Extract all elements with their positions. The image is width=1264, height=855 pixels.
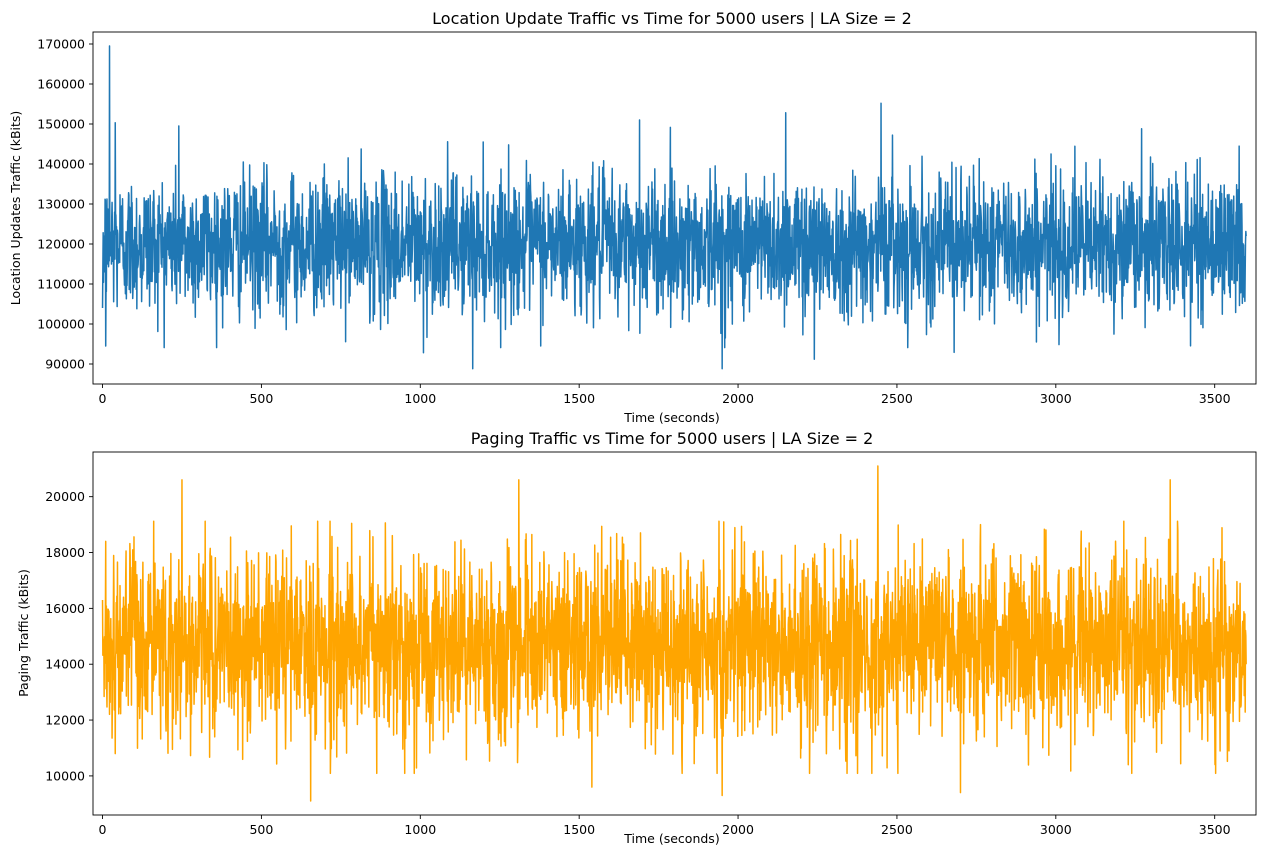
y-tick-label: 150000 <box>37 117 85 132</box>
x-tick-label: 1500 <box>563 822 595 837</box>
x-axis-label: Time (seconds) <box>623 831 719 846</box>
series-line <box>101 45 1247 370</box>
x-tick-label: 1000 <box>404 391 436 406</box>
y-tick-label: 18000 <box>45 545 85 560</box>
y-tick-label: 16000 <box>45 601 85 616</box>
x-tick-label: 3000 <box>1040 391 1072 406</box>
chart-location-updates: Location Update Traffic vs Time for 5000… <box>8 9 1257 425</box>
chart-title: Location Update Traffic vs Time for 5000… <box>432 9 912 28</box>
y-tick-label: 160000 <box>37 77 85 92</box>
x-tick-label: 3500 <box>1199 822 1231 837</box>
series-line <box>101 465 1247 802</box>
x-tick-label: 3500 <box>1199 391 1231 406</box>
axes-frame <box>92 451 1257 816</box>
y-tick-label: 100000 <box>37 317 85 332</box>
x-tick-label: 500 <box>249 391 273 406</box>
x-tick-label: 2500 <box>881 391 913 406</box>
y-axis: 10000 12000 14000 16000 18000 20000 <box>45 489 93 783</box>
x-axis-label: Time (seconds) <box>623 410 719 425</box>
x-tick-label: 2000 <box>722 822 754 837</box>
axes-frame <box>92 31 1257 385</box>
y-axis-label: Paging Traffic (kBits) <box>16 569 31 697</box>
x-tick-label: 1000 <box>404 822 436 837</box>
y-axis: 90000 100000 110000 120000 130000 140000 15000… <box>37 37 93 372</box>
chart-paging: Paging Traffic vs Time for 5000 users | … <box>16 429 1257 846</box>
y-tick-label: 14000 <box>45 657 85 672</box>
y-tick-label: 20000 <box>45 489 85 504</box>
x-tick-label: 3000 <box>1040 822 1072 837</box>
y-tick-label: 10000 <box>45 768 85 783</box>
y-axis-label: Location Updates Traffic (kBits) <box>8 111 23 306</box>
x-tick-label: 2000 <box>722 391 754 406</box>
y-tick-label: 110000 <box>37 277 85 292</box>
chart-title: Paging Traffic vs Time for 5000 users | … <box>471 429 874 448</box>
x-tick-label: 500 <box>249 822 273 837</box>
series-location-updates <box>101 45 1247 370</box>
series-paging <box>101 465 1247 802</box>
y-tick-label: 130000 <box>37 197 85 212</box>
x-tick-label: 1500 <box>563 391 595 406</box>
y-tick-label: 140000 <box>37 157 85 172</box>
y-tick-label: 12000 <box>45 713 85 728</box>
x-tick-label: 2500 <box>881 822 913 837</box>
y-tick-label: 90000 <box>45 357 85 372</box>
x-axis: 0 500 1000 1500 2000 2500 3000 3500 <box>99 384 1231 406</box>
x-tick-label: 0 <box>99 391 107 406</box>
y-tick-label: 120000 <box>37 237 85 252</box>
x-axis: 0 500 1000 1500 2000 2500 3000 3500 <box>99 815 1231 837</box>
y-tick-label: 170000 <box>37 37 85 52</box>
x-tick-label: 0 <box>99 822 107 837</box>
